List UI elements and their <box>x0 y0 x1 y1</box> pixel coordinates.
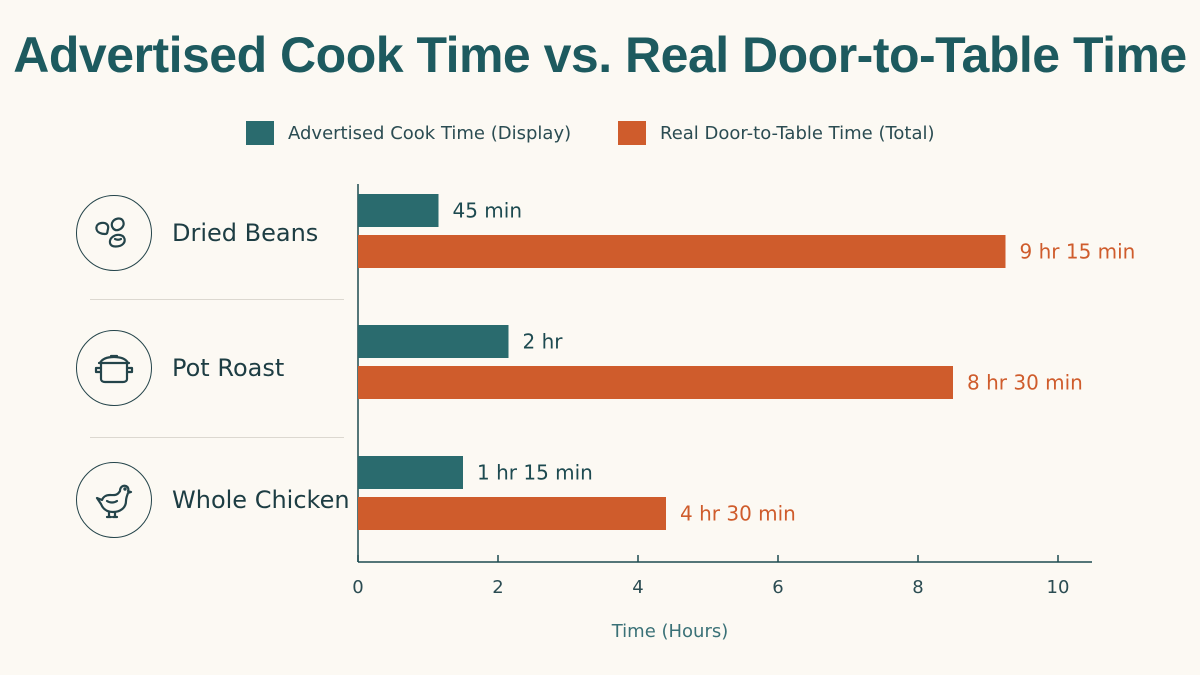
data-label-real: 4 hr 30 min <box>680 502 796 526</box>
data-label-real: 8 hr 30 min <box>967 371 1083 395</box>
legend-label-real: Real Door-to-Table Time (Total) <box>660 122 935 144</box>
legend-item-advertised: Advertised Cook Time (Display) <box>246 118 571 148</box>
chicken-icon <box>76 462 152 538</box>
x-axis-title: Time (Hours) <box>611 621 729 642</box>
x-tick-label: 2 <box>492 577 503 598</box>
data-label-real: 9 hr 15 min <box>1020 240 1136 264</box>
legend-swatch-advertised <box>246 121 274 145</box>
category-label: Dried Beans <box>172 219 319 247</box>
x-tick-label: 10 <box>1047 577 1070 598</box>
category-row-pot-roast: Pot Roast <box>76 328 284 408</box>
legend-swatch-real <box>618 121 646 145</box>
row-divider <box>90 437 344 438</box>
category-row-dried-beans: Dried Beans <box>76 193 318 273</box>
x-tick-label: 0 <box>352 577 363 598</box>
legend-label-advertised: Advertised Cook Time (Display) <box>288 122 572 144</box>
chart-title: Advertised Cook Time vs. Real Door-to-Ta… <box>13 27 1187 83</box>
row-divider <box>90 299 344 300</box>
legend: Advertised Cook Time (Display) Real Door… <box>0 118 1200 148</box>
bar-real <box>358 235 1006 268</box>
category-label: Whole Chicken <box>172 486 350 514</box>
bar-real <box>358 497 666 530</box>
bar-advertised <box>358 456 463 489</box>
x-tick-label: 4 <box>632 577 643 598</box>
bar-real <box>358 366 953 399</box>
x-tick-label: 6 <box>772 577 783 598</box>
data-label-advertised: 2 hr <box>523 330 564 354</box>
data-label-advertised: 1 hr 15 min <box>477 461 593 485</box>
category-label: Pot Roast <box>172 354 285 382</box>
x-tick-label: 8 <box>912 577 923 598</box>
beans-icon <box>76 195 152 271</box>
legend-item-real: Real Door-to-Table Time (Total) <box>618 118 935 148</box>
bar-advertised <box>358 194 439 227</box>
data-label-advertised: 45 min <box>453 199 523 223</box>
category-row-whole-chicken: Whole Chicken <box>76 460 350 540</box>
bar-advertised <box>358 325 509 358</box>
pot-icon <box>76 330 152 406</box>
